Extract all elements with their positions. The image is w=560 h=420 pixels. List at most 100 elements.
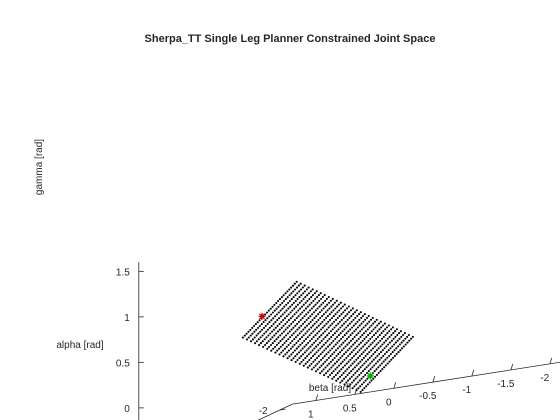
data-point bbox=[323, 355, 326, 358]
data-point bbox=[303, 345, 306, 348]
data-point bbox=[321, 356, 324, 360]
data-point bbox=[390, 358, 393, 361]
data-point bbox=[315, 315, 318, 318]
data-point bbox=[347, 330, 350, 333]
data-point bbox=[370, 354, 373, 357]
data-point bbox=[362, 375, 365, 378]
data-point bbox=[344, 345, 347, 348]
data-point bbox=[281, 343, 284, 346]
data-point bbox=[313, 292, 316, 295]
data-point bbox=[377, 347, 380, 350]
data-point bbox=[313, 317, 316, 320]
data-point bbox=[354, 347, 357, 350]
data-point bbox=[287, 338, 290, 341]
data-point bbox=[281, 307, 284, 310]
data-point bbox=[324, 311, 327, 314]
data-point bbox=[316, 362, 319, 365]
data-point bbox=[330, 305, 333, 308]
data-point bbox=[373, 364, 376, 367]
data-point bbox=[325, 347, 328, 350]
data-point bbox=[380, 356, 383, 359]
x-tick-mark bbox=[510, 363, 514, 371]
data-point bbox=[341, 330, 344, 333]
data-point bbox=[351, 326, 354, 329]
data-point bbox=[292, 320, 295, 324]
data-point bbox=[352, 379, 355, 382]
data-point bbox=[354, 316, 357, 320]
data-point bbox=[301, 341, 304, 344]
data-point bbox=[336, 341, 339, 344]
chart-title: Sherpa_TT Single Leg Planner Constrained… bbox=[145, 33, 436, 45]
data-point bbox=[385, 326, 389, 329]
data-point bbox=[318, 336, 321, 339]
data-point bbox=[314, 358, 317, 361]
data-point bbox=[302, 303, 305, 306]
data-point bbox=[353, 311, 357, 314]
x-tick-label: 0.5 bbox=[343, 403, 357, 414]
data-point bbox=[326, 370, 329, 373]
data-point bbox=[329, 299, 332, 302]
data-point bbox=[304, 338, 307, 341]
data-point bbox=[344, 339, 347, 342]
data-point bbox=[280, 351, 283, 354]
data-point bbox=[382, 360, 385, 363]
data-point bbox=[241, 336, 244, 339]
data-point bbox=[290, 359, 293, 362]
data-point bbox=[353, 341, 357, 344]
data-point bbox=[296, 334, 299, 337]
data-point bbox=[385, 351, 388, 354]
data-point bbox=[360, 347, 363, 350]
data-point bbox=[275, 343, 278, 346]
data-point bbox=[342, 366, 345, 369]
data-point bbox=[359, 311, 362, 314]
data-point bbox=[285, 309, 288, 312]
data-point bbox=[291, 309, 294, 312]
data-point bbox=[277, 305, 280, 308]
data-point bbox=[275, 307, 278, 310]
data-point bbox=[319, 322, 322, 325]
data-point bbox=[294, 294, 297, 297]
data-point bbox=[372, 352, 375, 356]
data-point bbox=[367, 339, 370, 342]
data-point bbox=[328, 337, 331, 341]
data-point bbox=[286, 357, 289, 360]
z-tick-label: 1 bbox=[124, 313, 130, 324]
data-point bbox=[286, 332, 289, 335]
data-point bbox=[392, 337, 395, 340]
data-point bbox=[386, 332, 389, 335]
data-point bbox=[310, 307, 313, 310]
point-grid-series bbox=[241, 280, 414, 393]
data-point bbox=[351, 307, 354, 310]
data-point bbox=[270, 349, 273, 352]
data-point bbox=[365, 385, 368, 388]
data-point bbox=[353, 335, 356, 339]
data-point bbox=[297, 320, 301, 323]
data-point bbox=[303, 284, 306, 287]
data-point bbox=[322, 332, 325, 335]
data-point bbox=[290, 328, 293, 331]
data-point bbox=[345, 356, 348, 359]
data-point bbox=[340, 349, 343, 352]
data-point bbox=[356, 351, 359, 354]
data-point bbox=[318, 330, 321, 333]
data-point bbox=[398, 332, 401, 335]
data-point bbox=[314, 297, 317, 301]
data-point bbox=[370, 324, 373, 327]
data-point bbox=[366, 322, 369, 325]
data-point bbox=[324, 360, 327, 363]
data-point bbox=[361, 339, 364, 342]
x-tick-label: -0.5 bbox=[419, 391, 437, 402]
data-point bbox=[294, 288, 297, 291]
data-point bbox=[316, 368, 319, 371]
data-point bbox=[289, 341, 292, 345]
data-point bbox=[305, 349, 308, 352]
data-point bbox=[349, 328, 352, 331]
data-point bbox=[308, 303, 311, 306]
data-point bbox=[304, 332, 307, 335]
data-point bbox=[346, 343, 349, 346]
data-point bbox=[351, 337, 354, 340]
data-point bbox=[307, 341, 310, 344]
data-point bbox=[340, 313, 343, 316]
data-point bbox=[356, 375, 359, 378]
data-point bbox=[323, 330, 327, 333]
